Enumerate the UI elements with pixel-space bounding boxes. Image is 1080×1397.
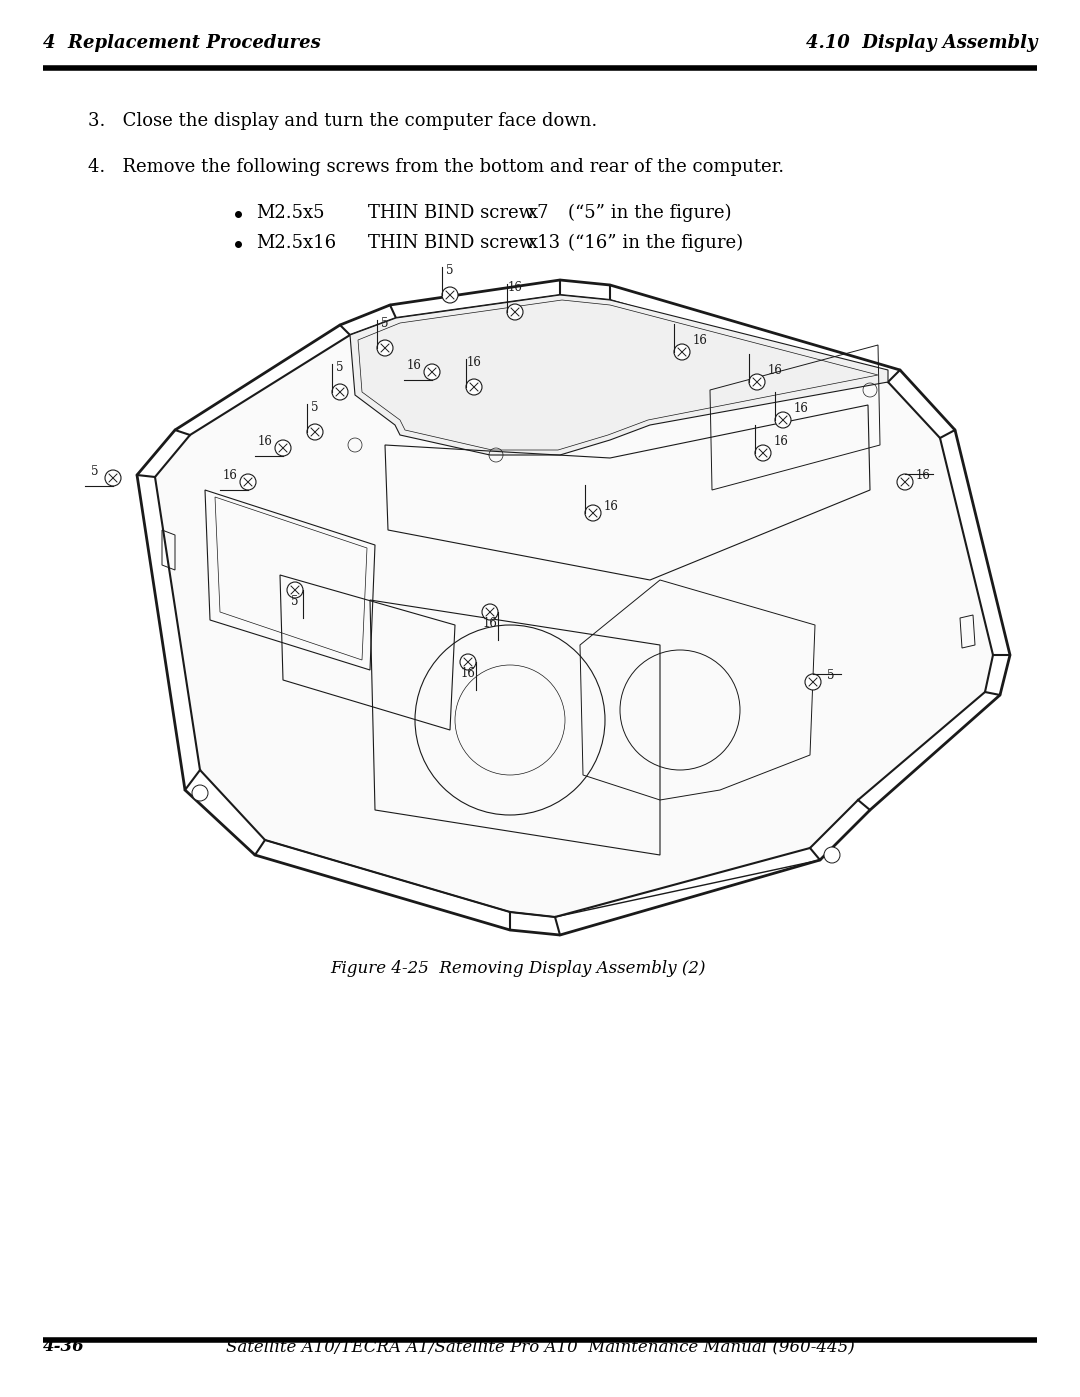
Polygon shape (156, 295, 993, 916)
Text: 3.   Close the display and turn the computer face down.: 3. Close the display and turn the comput… (87, 112, 597, 130)
Circle shape (805, 673, 821, 690)
Text: THIN BIND screw: THIN BIND screw (368, 204, 534, 222)
Circle shape (460, 654, 476, 671)
Circle shape (775, 412, 791, 427)
Circle shape (442, 286, 458, 303)
Circle shape (307, 425, 323, 440)
Text: 16: 16 (773, 434, 788, 448)
Text: 4.   Remove the following screws from the bottom and rear of the computer.: 4. Remove the following screws from the … (87, 158, 784, 176)
Text: 16: 16 (508, 281, 523, 293)
Polygon shape (137, 279, 1010, 935)
Polygon shape (350, 295, 888, 455)
Text: 16: 16 (460, 666, 475, 680)
Text: x7: x7 (528, 204, 550, 222)
Circle shape (192, 785, 208, 800)
Text: 4-36: 4-36 (43, 1338, 84, 1355)
Text: 4.10  Display Assembly: 4.10 Display Assembly (806, 34, 1037, 52)
Text: 16: 16 (467, 356, 482, 369)
Circle shape (755, 446, 771, 461)
Text: 16: 16 (257, 434, 272, 448)
Circle shape (674, 344, 690, 360)
Circle shape (287, 583, 303, 598)
Text: 5: 5 (336, 360, 343, 374)
Text: 16: 16 (916, 469, 931, 482)
Circle shape (424, 365, 440, 380)
Circle shape (897, 474, 913, 490)
Text: Satellite A10/TECRA A1/Satellite Pro A10  Maintenance Manual (960-445): Satellite A10/TECRA A1/Satellite Pro A10… (226, 1338, 854, 1355)
Text: 5: 5 (292, 595, 299, 608)
Text: 5: 5 (311, 401, 319, 414)
Text: 16: 16 (604, 500, 619, 513)
Text: 16: 16 (768, 365, 782, 377)
Circle shape (377, 339, 393, 356)
Circle shape (105, 469, 121, 486)
Circle shape (465, 379, 482, 395)
Text: x13: x13 (528, 235, 562, 251)
Text: 4  Replacement Procedures: 4 Replacement Procedures (43, 34, 321, 52)
Text: 16: 16 (794, 402, 809, 415)
Text: Figure 4-25  Removing Display Assembly (2): Figure 4-25 Removing Display Assembly (2… (330, 960, 705, 977)
Circle shape (824, 847, 840, 863)
Text: 16: 16 (222, 469, 238, 482)
Circle shape (750, 374, 765, 390)
Text: 16: 16 (692, 334, 707, 346)
Circle shape (507, 305, 523, 320)
Text: (“16” in the figure): (“16” in the figure) (568, 233, 743, 251)
Text: M2.5x16: M2.5x16 (256, 235, 336, 251)
Circle shape (585, 504, 600, 521)
Text: (“5” in the figure): (“5” in the figure) (568, 204, 731, 222)
Circle shape (240, 474, 256, 490)
Text: 16: 16 (483, 617, 498, 630)
Text: 5: 5 (91, 465, 98, 478)
Text: M2.5x5: M2.5x5 (256, 204, 324, 222)
Text: 5: 5 (827, 669, 835, 682)
Circle shape (482, 604, 498, 620)
Text: 16: 16 (406, 359, 421, 372)
Text: 5: 5 (381, 317, 389, 330)
Text: THIN BIND screw: THIN BIND screw (368, 235, 534, 251)
Text: 5: 5 (446, 264, 454, 277)
Circle shape (275, 440, 291, 455)
Circle shape (332, 384, 348, 400)
